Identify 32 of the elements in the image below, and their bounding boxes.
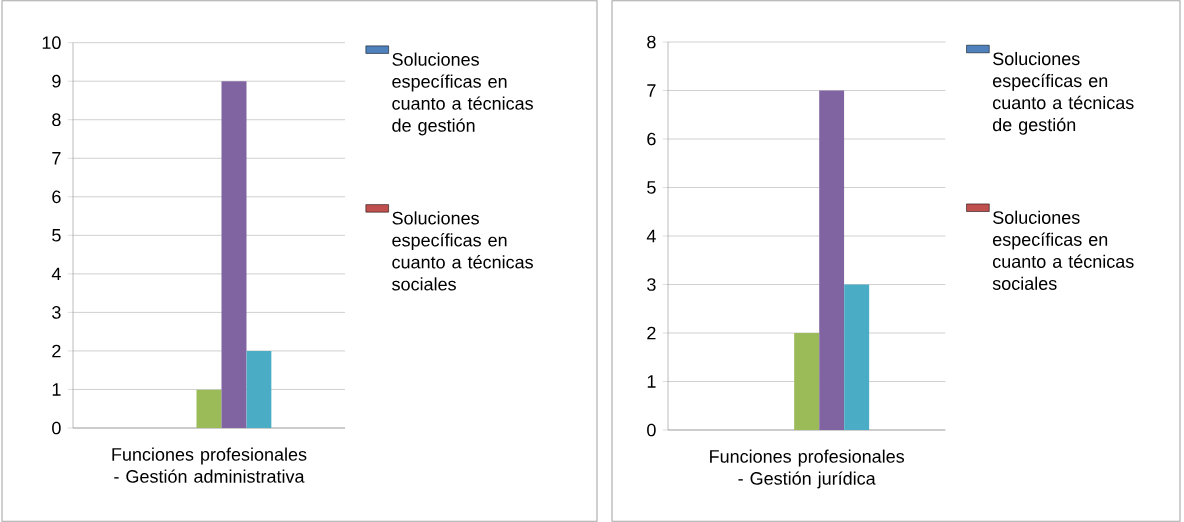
y-tick-label: 2 [52,344,61,358]
legend-label: Soluciones específicas en cuanto a técnicas de gestión [392,52,533,136]
legend-label: Soluciones específicas en cuanto a técnicas de gestión [992,51,1134,135]
bar [844,284,870,430]
bar [196,389,222,428]
y-tick-label: 10 [42,36,61,50]
legend-label: Soluciones específicas en cuanto a técnicas sociales [992,210,1134,290]
legend-label: Soluciones específicas en cuanto a técnicas sociales [392,211,533,291]
y-tick-label: 7 [647,84,656,97]
y-tick-label: 6 [647,132,656,146]
bar [794,333,820,430]
y-tick-label: 2 [647,326,656,340]
x-tick-label: Funciones profesionales - Gestión administrativa [112,447,307,483]
y-tick-label: 0 [52,421,61,435]
y-tick-label: 0 [647,423,656,437]
y-tick-label: 5 [647,181,656,194]
y-tick-label: 3 [647,278,656,291]
y-tick-label: 7 [52,152,61,165]
y-tick-label: 4 [646,229,656,243]
y-tick-label: 9 [52,74,61,88]
y-tick-label: 4 [51,267,61,281]
bar [819,90,845,430]
bar [246,350,272,428]
y-tick-label: 1 [52,383,61,396]
x-tick-label: Funciones profesionales - Gestión jurídica [710,449,905,489]
bar [221,81,247,428]
y-tick-label: 8 [52,113,61,127]
y-tick-label: 8 [647,35,656,49]
y-tick-label: 3 [52,306,61,319]
y-tick-label: 1 [647,375,656,388]
y-tick-label: 6 [52,190,61,204]
y-tick-label: 5 [52,229,61,242]
